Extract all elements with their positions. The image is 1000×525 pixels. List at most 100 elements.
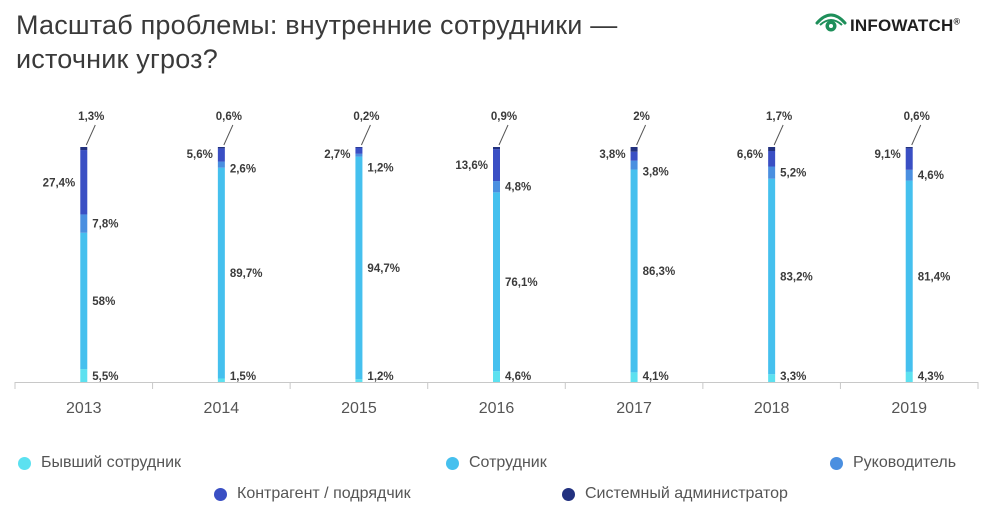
bar-segment bbox=[630, 147, 638, 152]
bar-segment bbox=[80, 150, 88, 215]
legend-label: Системный администратор bbox=[585, 485, 788, 502]
data-label: 5,5% bbox=[92, 371, 118, 383]
legend-swatch bbox=[214, 487, 227, 501]
data-label: 0,9% bbox=[491, 111, 517, 123]
data-label: 5,6% bbox=[187, 149, 213, 161]
legend-item: Системный администратор bbox=[562, 485, 788, 503]
data-label: 9,1% bbox=[874, 149, 900, 161]
data-label: 89,7% bbox=[230, 268, 263, 280]
legend-label: Бывший сотрудник bbox=[41, 454, 182, 471]
legend-swatch bbox=[446, 456, 459, 470]
legend-label: Контрагент / подрядчик bbox=[237, 485, 411, 502]
data-label: 1,2% bbox=[367, 371, 393, 383]
legend-item: Контрагент / подрядчик bbox=[214, 485, 411, 503]
bar-segment bbox=[80, 147, 88, 151]
bar-segment bbox=[80, 214, 88, 233]
data-label: 1,2% bbox=[367, 162, 393, 174]
bar-segment bbox=[768, 166, 776, 179]
infowatch-logo: INFOWATCH® bbox=[814, 6, 994, 40]
bar-segment bbox=[768, 374, 776, 382]
legend-swatch bbox=[18, 456, 31, 470]
bar-segment bbox=[217, 147, 225, 149]
x-tick-label: 2013 bbox=[66, 400, 102, 417]
bar-segment bbox=[905, 180, 913, 372]
registered-mark: ® bbox=[953, 16, 961, 27]
bar-segment bbox=[630, 372, 638, 382]
bar-segment bbox=[217, 378, 225, 382]
data-label: 27,4% bbox=[43, 177, 76, 189]
leader-line bbox=[85, 124, 96, 146]
legend-item: Бывший сотрудник bbox=[18, 454, 181, 472]
bar-segment bbox=[493, 192, 500, 372]
x-tick-label: 2015 bbox=[341, 400, 377, 417]
logo-wordmark: INFOWATCH bbox=[850, 16, 954, 35]
title-line-1: Масштаб проблемы: внутренние сотрудники … bbox=[16, 10, 618, 40]
bar-segment bbox=[768, 150, 776, 167]
bar-segment bbox=[630, 160, 638, 170]
data-label: 86,3% bbox=[643, 266, 676, 278]
bar-segment bbox=[493, 147, 500, 150]
data-label: 4,6% bbox=[918, 170, 944, 182]
logo-text: INFOWATCH® bbox=[850, 16, 960, 36]
data-label: 1,7% bbox=[766, 111, 792, 123]
x-tick-label: 2017 bbox=[616, 400, 652, 417]
eye-icon bbox=[815, 13, 847, 32]
bar-segment bbox=[493, 371, 500, 382]
data-label: 0,6% bbox=[904, 111, 930, 123]
bar-segment bbox=[630, 151, 638, 161]
data-label: 83,2% bbox=[780, 271, 813, 283]
data-label: 6,6% bbox=[737, 149, 763, 161]
data-label: 4,6% bbox=[505, 371, 531, 383]
x-tick-label: 2016 bbox=[479, 400, 515, 417]
legend-swatch bbox=[562, 487, 575, 501]
x-tick-label: 2014 bbox=[204, 400, 240, 417]
bar-segment bbox=[355, 156, 363, 380]
bar-segment bbox=[630, 169, 638, 373]
bar-segment bbox=[905, 169, 913, 181]
x-tick-label: 2019 bbox=[891, 400, 927, 417]
bar-segment bbox=[493, 149, 500, 182]
bar-segment bbox=[355, 153, 363, 157]
bar-segment bbox=[905, 147, 913, 149]
legend-item: Руководитель bbox=[830, 454, 956, 472]
bar-segment bbox=[355, 147, 363, 148]
data-label: 3,3% bbox=[780, 371, 806, 383]
legend-swatch bbox=[830, 456, 843, 470]
data-label: 3,8% bbox=[599, 149, 625, 161]
bar-segment bbox=[905, 148, 913, 170]
bar-segment bbox=[80, 369, 88, 382]
leader-line bbox=[223, 124, 234, 146]
data-label: 2,7% bbox=[324, 149, 350, 161]
bar-segment bbox=[355, 379, 363, 382]
title-line-2: источник угроз? bbox=[16, 44, 218, 74]
legend-label: Сотрудник bbox=[469, 454, 547, 471]
leader-line bbox=[498, 124, 509, 146]
data-label: 58% bbox=[92, 296, 115, 308]
x-tick-label: 2018 bbox=[754, 400, 790, 417]
data-label: 4,3% bbox=[918, 371, 944, 383]
leader-line bbox=[773, 124, 784, 146]
page-title: Масштаб проблемы: внутренние сотрудники … bbox=[16, 8, 618, 76]
bar-segment bbox=[217, 167, 225, 379]
legend-item: Сотрудник bbox=[446, 454, 547, 472]
bar-segment bbox=[217, 161, 225, 168]
bar-segment bbox=[905, 371, 913, 382]
data-label: 5,2% bbox=[780, 168, 806, 180]
leader-line bbox=[360, 124, 371, 146]
data-label: 81,4% bbox=[918, 271, 951, 283]
data-label: 2% bbox=[633, 111, 650, 123]
data-label: 2,6% bbox=[230, 163, 256, 175]
bar-segment bbox=[355, 147, 363, 154]
data-label: 0,6% bbox=[216, 111, 242, 123]
data-label: 4,1% bbox=[643, 371, 669, 383]
data-label: 0,2% bbox=[353, 111, 379, 123]
data-label: 94,7% bbox=[367, 263, 400, 275]
data-label: 76,1% bbox=[505, 277, 538, 289]
leader-line bbox=[911, 124, 922, 146]
bar-segment bbox=[768, 178, 776, 375]
bar-segment bbox=[217, 148, 225, 162]
bar-segment bbox=[768, 147, 776, 151]
data-label: 1,5% bbox=[230, 371, 256, 383]
leader-line bbox=[636, 124, 647, 146]
data-label: 4,8% bbox=[505, 182, 531, 194]
